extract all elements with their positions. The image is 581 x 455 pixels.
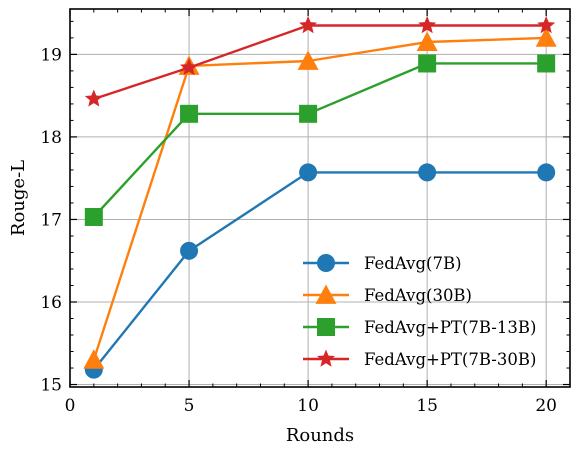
data-point-triangle: [83, 349, 105, 369]
data-point-circle: [299, 163, 318, 182]
data-point-star: [537, 16, 556, 34]
data-point-circle: [180, 241, 199, 260]
legend-label: FedAvg+PT(7B-13B): [364, 318, 536, 337]
legend-item: FedAvg(7B): [303, 254, 462, 273]
legend-marker: [316, 349, 336, 367]
x-tick-label: 0: [65, 396, 76, 416]
legend-marker: [317, 318, 335, 336]
legend-label: FedAvg+PT(7B-30B): [364, 350, 536, 369]
series-0: [84, 163, 556, 379]
series-2: [84, 54, 556, 226]
legend: FedAvg(7B) FedAvg(30B) FedAvg+PT(7B-13B) Fe…: [303, 254, 536, 369]
y-tick-label: 18: [40, 128, 62, 148]
legend-label: FedAvg(7B): [364, 254, 462, 273]
x-axis-label: Rounds: [286, 425, 354, 446]
data-point-square: [84, 207, 103, 226]
data-point-square: [180, 104, 199, 123]
data-point-circle: [418, 163, 437, 182]
legend-item: FedAvg+PT(7B-30B): [303, 349, 536, 369]
data-point-star: [418, 16, 437, 34]
x-tick-label: 5: [184, 396, 195, 416]
data-point-triangle: [416, 31, 438, 51]
data-point-star: [180, 58, 199, 76]
legend-item: FedAvg+PT(7B-13B): [303, 318, 536, 337]
x-tick-label: 10: [297, 396, 319, 416]
y-axis-label: Rouge-L: [8, 160, 29, 236]
legend-marker: [317, 254, 335, 272]
plot-area-frame: [69, 8, 571, 388]
series-3: [84, 16, 556, 107]
legend-item: FedAvg(30B): [303, 284, 472, 305]
series-layer: [83, 16, 557, 379]
series-line: [93, 24, 547, 101]
data-point-square: [537, 54, 556, 73]
x-tick-label: 20: [535, 396, 557, 416]
series-line: [92, 171, 547, 371]
legend-label: FedAvg(30B): [364, 286, 472, 305]
y-tick-label: 17: [40, 210, 62, 230]
y-tick-label: 19: [40, 45, 62, 65]
y-tick-label: 16: [40, 293, 62, 313]
x-tick-label: 15: [416, 396, 438, 416]
data-point-circle: [537, 163, 556, 182]
data-point-square: [299, 104, 318, 123]
data-point-star: [84, 89, 103, 107]
data-point-square: [418, 54, 437, 73]
legend-marker: [315, 284, 337, 304]
axis-ticks: 0 5 10 15 20 15 16 17 18 19: [40, 9, 571, 416]
series-line: [92, 62, 547, 218]
data-point-star: [299, 16, 318, 34]
series-line: [92, 36, 547, 361]
y-tick-label: 15: [40, 376, 62, 396]
data-point-triangle: [297, 50, 319, 70]
data-point-triangle: [535, 27, 557, 47]
